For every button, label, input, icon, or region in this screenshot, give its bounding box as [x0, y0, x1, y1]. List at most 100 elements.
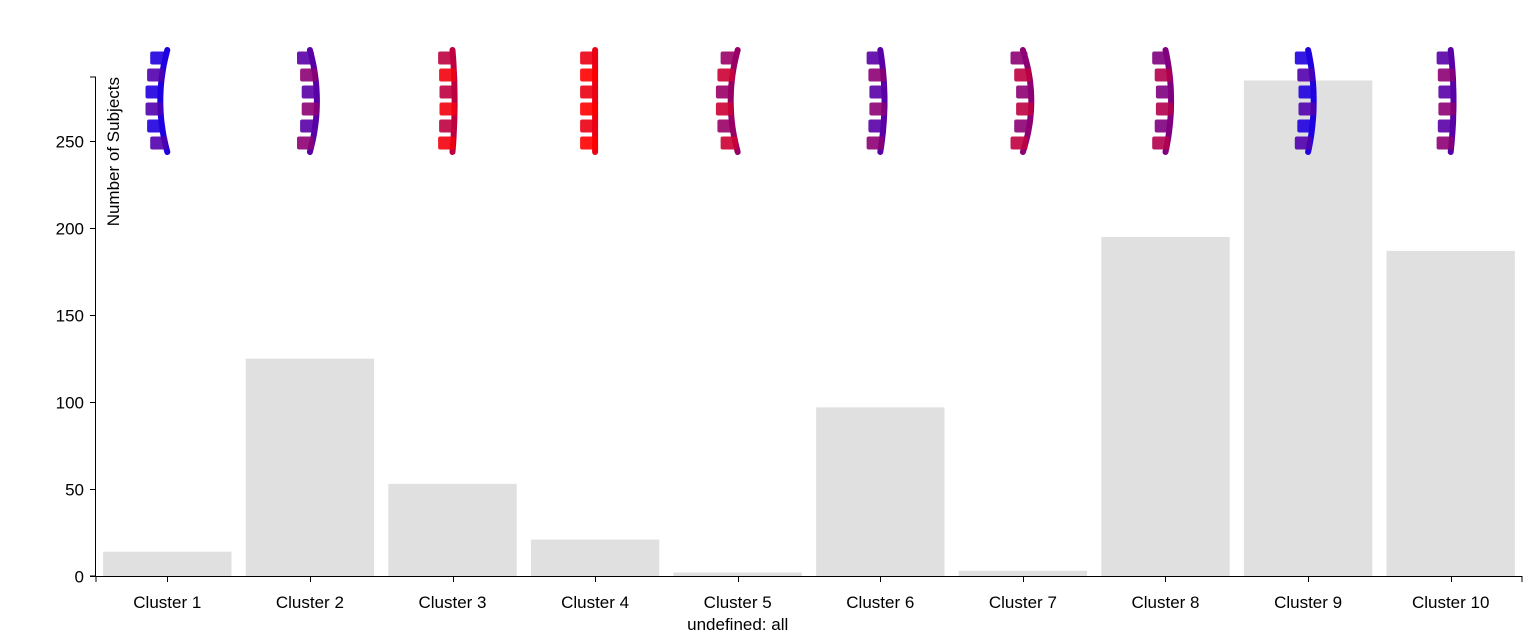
x-tick-label: Cluster 3 — [418, 593, 486, 612]
vertebra — [868, 68, 886, 82]
vertebra — [715, 102, 733, 116]
vertebra — [1437, 68, 1455, 82]
y-axis-label: Number of Subjects — [104, 77, 123, 226]
spine-glyph-3 — [438, 47, 458, 155]
vertebra — [301, 85, 319, 99]
bar-3 — [388, 483, 517, 576]
spine-column — [449, 47, 458, 155]
vertebra — [1014, 119, 1032, 133]
spine-glyph-5 — [715, 47, 741, 155]
spine-column — [306, 47, 320, 155]
y-axis: 0 50 100 150 200 250 — [56, 76, 96, 587]
spine-glyph-2 — [297, 47, 320, 155]
vertebra — [150, 51, 168, 65]
vertebra — [1155, 102, 1173, 116]
vertebra — [1298, 85, 1316, 99]
bar-6 — [816, 407, 945, 576]
x-tick-label: Cluster 4 — [561, 593, 629, 612]
vertebra — [1297, 119, 1315, 133]
vertebra — [1152, 136, 1170, 150]
vertebra — [1436, 136, 1454, 150]
bar-1 — [103, 551, 232, 576]
vertebra — [1437, 119, 1455, 133]
y-tick-label: 150 — [56, 307, 84, 326]
x-tick-label: Cluster 8 — [1131, 593, 1199, 612]
vertebra — [717, 68, 735, 82]
vertebra — [869, 102, 887, 116]
vertebra — [866, 136, 884, 150]
bar-10 — [1386, 250, 1515, 576]
spine-column — [1162, 47, 1175, 155]
x-ticks: Cluster 1 Cluster 2 Cluster 3 Cluster 4 Clus… — [133, 576, 1489, 612]
vertebra — [866, 51, 884, 65]
bar-4 — [530, 539, 660, 576]
y-tick-label: 200 — [56, 220, 84, 239]
vertebra — [1155, 85, 1173, 99]
vertebra — [1152, 51, 1170, 65]
vertebra — [580, 136, 598, 150]
bars — [103, 80, 1515, 576]
vertebra — [1154, 68, 1172, 82]
spine-glyph-9 — [1294, 47, 1317, 155]
vertebra — [580, 102, 598, 116]
vertebra — [438, 51, 456, 65]
vertebra — [580, 68, 598, 82]
spine-glyphs — [145, 47, 1457, 155]
vertebra — [439, 119, 457, 133]
y-tick-label: 250 — [56, 133, 84, 152]
vertebra — [297, 136, 314, 150]
y-axis-line — [90, 76, 96, 577]
vertebra — [1154, 119, 1172, 133]
vertebra — [1436, 51, 1454, 65]
spine-column — [157, 47, 171, 155]
vertebra — [720, 51, 738, 65]
vertebra — [145, 102, 163, 116]
spine-glyph-7 — [1010, 47, 1035, 155]
vertebra — [715, 85, 733, 99]
spine-column — [1305, 47, 1317, 155]
vertebra — [868, 119, 886, 133]
x-tick-label: Cluster 2 — [276, 593, 344, 612]
vertebra — [1010, 136, 1028, 150]
vertebra — [720, 136, 738, 150]
vertebra — [1297, 68, 1315, 82]
vertebra — [1438, 85, 1456, 99]
spine-column — [727, 47, 741, 155]
x-axis: Cluster 1 Cluster 2 Cluster 3 Cluster 4 Clus… — [95, 576, 1523, 612]
x-tick-label: Cluster 5 — [704, 593, 772, 612]
spine-column — [1447, 47, 1457, 155]
bar-9 — [1243, 80, 1373, 576]
vertebra — [439, 85, 457, 99]
vertebra — [145, 85, 163, 99]
y-ticks: 0 50 100 150 200 250 — [56, 133, 96, 587]
vertebra — [869, 85, 887, 99]
vertebra — [580, 85, 598, 99]
vertebra — [1298, 102, 1316, 116]
vertebra — [580, 51, 598, 65]
vertebra — [580, 119, 598, 133]
spine-glyph-10 — [1436, 47, 1457, 155]
bar-5 — [673, 572, 802, 576]
vertebra — [147, 68, 165, 82]
x-tick-label: Cluster 1 — [133, 593, 201, 612]
x-tick-label: Cluster 6 — [846, 593, 914, 612]
vertebra — [439, 102, 457, 116]
spine-glyph-1 — [145, 47, 171, 155]
x-annotation: undefined: all — [687, 615, 788, 634]
spine-column — [1019, 47, 1035, 155]
bar-8 — [1101, 236, 1230, 576]
spine-glyph-8 — [1152, 47, 1175, 155]
bar-2 — [245, 358, 375, 576]
vertebra — [147, 119, 165, 133]
y-tick-label: 0 — [75, 568, 84, 587]
vertebra — [1016, 85, 1034, 99]
x-tick-label: Cluster 10 — [1412, 593, 1489, 612]
vertebra — [300, 68, 318, 82]
vertebra — [1010, 51, 1028, 65]
vertebra — [717, 119, 735, 133]
vertebra — [297, 51, 314, 65]
y-tick-label: 50 — [65, 481, 84, 500]
vertebra — [301, 102, 319, 116]
bar-7 — [958, 570, 1088, 576]
